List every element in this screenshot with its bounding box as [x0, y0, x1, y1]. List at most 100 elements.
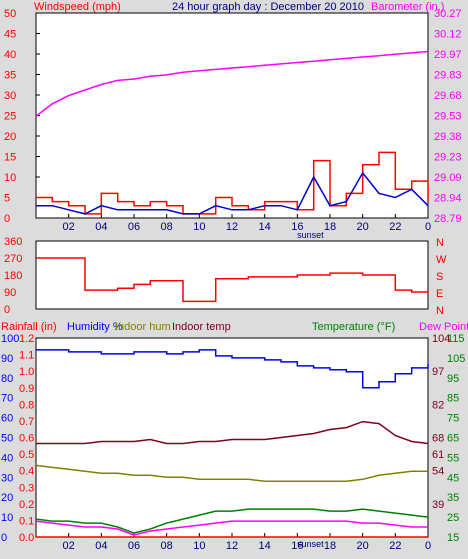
temperature-label: Temperature (°F) [312, 321, 395, 333]
rain-tick-label: 0.5 [19, 449, 34, 461]
x-tick-label: 02 [63, 540, 75, 552]
baro-tick-label: 29.38 [434, 131, 462, 143]
humidity-tick-label: 90 [1, 353, 13, 365]
x-tick-label: 20 [357, 540, 369, 552]
x-tick-label: 10 [193, 540, 205, 552]
x-tick-label: 16 [291, 221, 303, 233]
x-tick-label: 12 [226, 221, 238, 233]
wind-tick-label: 5 [4, 193, 10, 205]
sunset-label: sunset [297, 230, 324, 240]
rain-tick-label: 0.0 [19, 532, 34, 544]
baro-tick-label: 30.27 [434, 8, 462, 20]
temp-tick-label: 95 [447, 373, 459, 385]
x-tick-label: 06 [128, 540, 140, 552]
humidity-tick-label: 20 [1, 492, 13, 504]
baro-tick-label: 29.68 [434, 90, 462, 102]
humidity-line [36, 349, 429, 389]
dew-point-label: Dew Point [419, 321, 468, 333]
baro-tick-label: 29.09 [434, 172, 462, 184]
rain-tick-label: 0.9 [19, 383, 34, 395]
temp-tick-label: 39 [432, 499, 444, 511]
rain-tick-label: 0.7 [19, 416, 34, 428]
humidity-tick-label: 100 [1, 333, 19, 345]
temp-tick-label: 105 [447, 353, 465, 365]
temperature-line [35, 508, 429, 534]
temp-hum-plot-area [35, 337, 429, 538]
compass-label: S [436, 271, 443, 283]
humidity-tick-label: 40 [1, 452, 13, 464]
rain-tick-label: 0.2 [19, 499, 34, 511]
x-tick-label: 04 [95, 221, 107, 233]
temp-tick-label: 75 [447, 413, 459, 425]
compass-label: N [436, 305, 444, 317]
wind-tick-label: 40 [4, 49, 16, 61]
x-tick-label: 08 [161, 540, 173, 552]
humidity-tick-label: 60 [1, 413, 13, 425]
graph-title: 24 hour graph day : December 20 2010 [172, 1, 364, 13]
rain-tick-label: 0.8 [19, 399, 34, 411]
baro-tick-label: 29.83 [434, 70, 462, 82]
temp-tick-label: 85 [447, 393, 459, 405]
rainfall-label: Rainfall (in) [1, 321, 57, 333]
baro-tick-label: 28.94 [434, 193, 462, 205]
wind-tick-label: 20 [4, 131, 16, 143]
humidity-tick-label: 70 [1, 393, 13, 405]
humidity-tick-label: 80 [1, 373, 13, 385]
rain-tick-label: 0.1 [19, 515, 34, 527]
x-tick-label: 04 [95, 540, 107, 552]
dir-tick-label: 360 [4, 236, 22, 248]
wind-tick-label: 10 [4, 172, 16, 184]
wind-tick-label: 15 [4, 152, 16, 164]
x-tick-label: 16 [291, 540, 303, 552]
windspeed-label: Windspeed (mph) [34, 1, 121, 13]
wind-baro-plot-area [35, 12, 429, 219]
wind-tick-label: 45 [4, 29, 16, 41]
x-tick-label: 14 [259, 540, 271, 552]
indoor-temp-line [36, 420, 429, 445]
temp-tick-label: 97 [432, 366, 444, 378]
indoor-hum-label: Indoor hum [115, 321, 171, 333]
x-tick-label: 18 [324, 221, 336, 233]
baro-tick-label: 29.97 [434, 49, 462, 61]
compass-label: E [436, 288, 443, 300]
dew-point-line [35, 520, 428, 536]
rain-tick-label: 0.6 [19, 433, 34, 445]
baro-tick-label: 29.23 [434, 152, 462, 164]
x-tick-label: 14 [259, 221, 271, 233]
x-tick-label: 08 [161, 221, 173, 233]
humidity-tick-label: 30 [1, 472, 13, 484]
sunset-label: sunset [297, 539, 324, 549]
humidity-tick-label: 0 [1, 532, 7, 544]
temp-tick-label: 68 [432, 433, 444, 445]
wind-tick-label: 50 [4, 8, 16, 20]
humidity-label: Humidity % [67, 321, 123, 333]
barometer-label: Barometer (in.) [371, 1, 444, 13]
temp-tick-label: 54 [432, 466, 444, 478]
compass-label: W [436, 254, 447, 266]
temp-tick-label: 25 [447, 512, 459, 524]
temp-tick-label: 55 [447, 452, 459, 464]
temp-tick-label: 82 [432, 399, 444, 411]
x-tick-label: 10 [193, 221, 205, 233]
dir-tick-label: 180 [4, 270, 22, 282]
wind-gust-line [36, 151, 429, 215]
rain-tick-label: 0.3 [19, 482, 34, 494]
indoor-temp-label: Indoor temp [172, 321, 231, 333]
x-tick-label: 18 [324, 540, 336, 552]
barometer-line [35, 50, 429, 117]
x-tick-label: 0 [425, 540, 431, 552]
baro-tick-label: 28.79 [434, 213, 462, 225]
temp-tick-label: 35 [447, 492, 459, 504]
wind-tick-label: 35 [4, 70, 16, 82]
wind-tick-label: 30 [4, 90, 16, 102]
rain-tick-label: 1.2 [19, 333, 34, 345]
rain-tick-label: 1.0 [19, 366, 34, 378]
wind-avg-line [36, 171, 429, 215]
temp-tick-label: 104 [432, 333, 450, 345]
humidity-tick-label: 50 [1, 433, 13, 445]
rain-tick-label: 1.1 [19, 350, 34, 362]
baro-tick-label: 30.12 [434, 29, 462, 41]
compass-label: N [436, 237, 444, 249]
dir-tick-label: 90 [4, 287, 16, 299]
